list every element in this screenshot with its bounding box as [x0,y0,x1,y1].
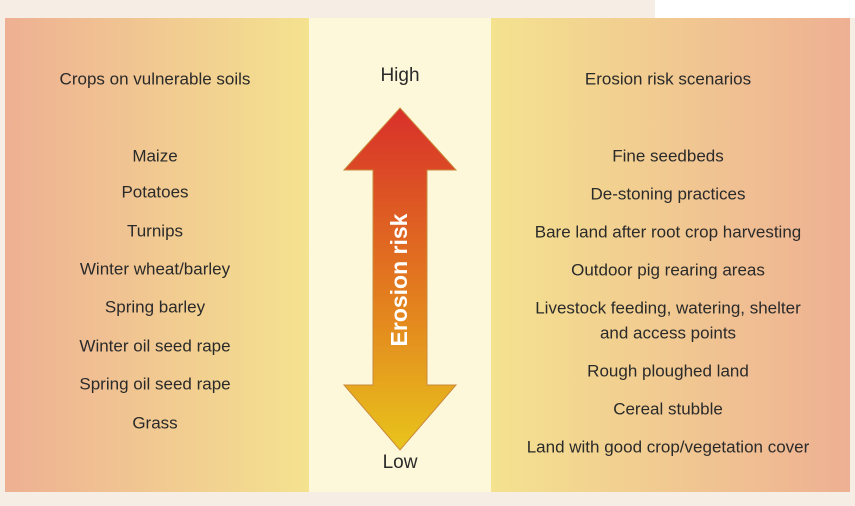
scenario-item: De-stoning practices [591,184,746,203]
crop-item: Potatoes [121,182,188,201]
scenario-item: Bare land after root crop harvesting [535,222,801,241]
crop-item: Maize [132,146,177,165]
crop-item: Spring oil seed rape [79,374,230,393]
right-heading: Erosion risk scenarios [585,69,751,88]
scenario-item: Rough ploughed land [587,361,749,380]
crop-item: Winter oil seed rape [79,336,230,355]
high-label: High [380,65,419,86]
scenario-item: Land with good crop/vegetation cover [527,437,810,456]
crop-item: Turnips [127,221,183,240]
scenario-item: Livestock feeding, watering, shelter [535,298,801,317]
scenario-item: Outdoor pig rearing areas [571,260,765,279]
risk-arrow [342,107,458,451]
crop-item: Spring barley [105,297,206,316]
arrow-label: Erosion risk [386,213,412,346]
low-label: Low [383,452,418,473]
left-panel [5,18,309,492]
crop-item: Grass [132,413,177,432]
corner [655,0,855,18]
scenario-item: and access points [600,323,736,342]
right-panel [491,18,850,492]
scenario-item: Fine seedbeds [612,146,724,165]
left-heading: Crops on vulnerable soils [60,69,251,88]
crop-item: Winter wheat/barley [80,259,231,278]
scenario-item: Cereal stubble [613,399,723,418]
